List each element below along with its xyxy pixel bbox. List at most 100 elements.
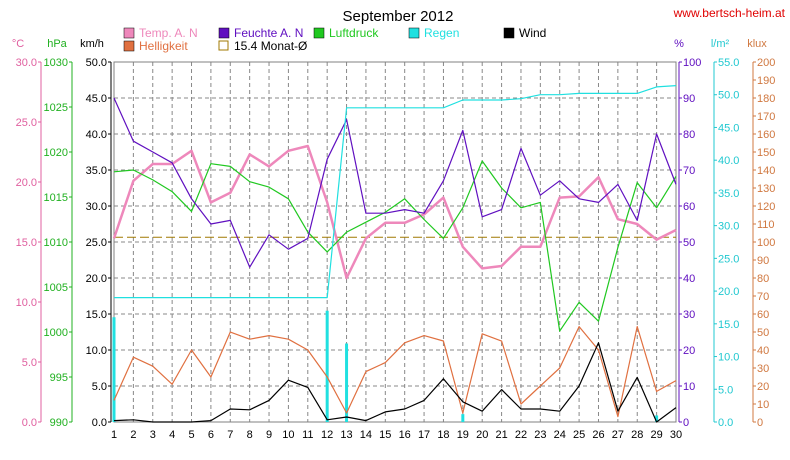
axis-tick-label: 45.0 (86, 93, 107, 105)
axis-tick-label: 110 (757, 219, 775, 231)
source-url: www.bertsch-heim.at (673, 6, 786, 20)
axis-unit-label: klux (747, 38, 767, 50)
x-tick-label: 29 (650, 429, 662, 441)
axis-tick-label: 100 (757, 237, 775, 249)
legend-item: Wind (503, 26, 546, 40)
axis-unit-label: km/h (80, 38, 104, 50)
axis-tick-label: 0.0 (718, 417, 733, 429)
legend-swatch (218, 27, 230, 39)
axis-tick-label: 200 (757, 57, 775, 69)
legend-label: Temp. A. N (139, 26, 198, 40)
axis-tick-label: 1010 (44, 237, 68, 249)
axis-tick-label: 10 (757, 399, 769, 411)
axis-tick-label: 50.0 (718, 90, 739, 102)
x-tick-label: 11 (302, 429, 313, 441)
axis-tick-label: 80 (757, 273, 769, 285)
axis-tick-label: 5.0 (92, 381, 107, 393)
legend-item: Helligkeit (123, 39, 188, 53)
x-tick-label: 23 (534, 429, 546, 441)
axis-tick-label: 25.0 (718, 253, 739, 265)
axis-unit-label: hPa (47, 38, 67, 50)
x-tick-label: 21 (495, 429, 507, 441)
axis-tick-label: 40.0 (718, 155, 739, 167)
grid (113, 61, 677, 423)
axis-tick-label: 1025 (44, 102, 68, 114)
axis-tick-label: 70 (683, 165, 695, 177)
series-line-feuchte-a-n (113, 97, 677, 268)
axis-tick-label: 5.0 (22, 357, 37, 369)
axis-tick-label: 15.0 (718, 319, 739, 331)
x-tick-label: 19 (457, 429, 469, 441)
axis-tick-label: 90 (683, 93, 695, 105)
series-line-regen (114, 85, 677, 299)
legend-item: Feuchte A. N (218, 26, 303, 40)
legend-swatch (218, 40, 229, 51)
x-tick-label: 20 (476, 429, 488, 441)
x-tick-label: 14 (360, 429, 372, 441)
legend-item: Temp. A. N (123, 26, 198, 40)
axis-tick-label: 170 (757, 111, 775, 123)
series-line-temp-a-n (112, 144, 677, 280)
legend-swatch (408, 27, 420, 39)
axis-tick-label: 140 (757, 165, 775, 177)
axis-tick-label: 120 (757, 201, 775, 213)
axis-tick-label: 0.0 (92, 417, 107, 429)
legend-swatch (313, 27, 325, 39)
legend-label: Feuchte A. N (234, 26, 303, 40)
axis-tick-label: 190 (757, 75, 775, 87)
axis-tick-label: 30.0 (16, 57, 37, 69)
axis-tick-label: 1030 (44, 57, 68, 69)
axis-tick-label: 180 (757, 93, 775, 105)
axis-unit-label: % (674, 38, 684, 50)
x-tick-label: 27 (612, 429, 624, 441)
x-tick-label: 25 (573, 429, 585, 441)
axis-tick-label: 150 (757, 147, 775, 159)
legend-label: 15.4 Monat-Ø (234, 39, 307, 53)
x-tick-label: 22 (515, 429, 527, 441)
axis-tick-label: 160 (757, 129, 775, 141)
series-line-luftdruck (113, 160, 677, 332)
series-line-wind (113, 342, 677, 423)
axis-tick-label: 55.0 (718, 57, 739, 69)
axis-tick-label: 20.0 (718, 286, 739, 298)
axis-tick-label: 1015 (44, 192, 68, 204)
x-tick-label: 18 (437, 429, 449, 441)
axis-tick-label: 130 (757, 183, 775, 195)
axis-tick-label: 10.0 (86, 345, 107, 357)
x-tick-label: 1 (111, 429, 117, 441)
axis-tick-label: 70 (757, 291, 769, 303)
axis-tick-label: 30 (757, 363, 769, 375)
axis-tick-label: 40 (683, 273, 695, 285)
axis-tick-label: 80 (683, 129, 695, 141)
axis-tick-label: 10.0 (16, 297, 37, 309)
axis-tick-label: 30.0 (86, 201, 107, 213)
x-tick-label: 2 (130, 429, 136, 441)
x-tick-label: 15 (379, 429, 391, 441)
x-tick-label: 13 (340, 429, 352, 441)
axis-tick-label: 50 (757, 327, 769, 339)
axis-tick-label: 50.0 (86, 57, 107, 69)
x-tick-label: 10 (282, 429, 294, 441)
legend-label: Wind (519, 26, 546, 40)
legend-label: Luftdruck (329, 26, 379, 40)
axis-tick-label: 0 (757, 417, 763, 429)
axis-tick-label: 40 (757, 345, 769, 357)
x-tick-label: 12 (321, 429, 333, 441)
legend-label: Regen (424, 26, 459, 40)
legend-item: Regen (408, 26, 459, 40)
legend-swatch (123, 40, 135, 52)
axis-tick-label: 1000 (44, 327, 68, 339)
axis-tick-label: 20 (683, 345, 695, 357)
x-tick-label: 28 (631, 429, 643, 441)
axis-tick-label: 60 (683, 201, 695, 213)
axis-tick-label: 50 (683, 237, 695, 249)
x-tick-label: 8 (247, 429, 253, 441)
series-line-helligkeit (113, 326, 677, 418)
axis-tick-label: 5.0 (718, 384, 733, 396)
axis-tick-label: 35.0 (86, 165, 107, 177)
axis-tick-label: 20.0 (86, 273, 107, 285)
legend: Temp. A. N Feuchte A. N Luftdruck Regen Wind… (123, 26, 546, 53)
legend-item: Luftdruck (313, 26, 379, 40)
axis-tick-label: 990 (50, 417, 68, 429)
